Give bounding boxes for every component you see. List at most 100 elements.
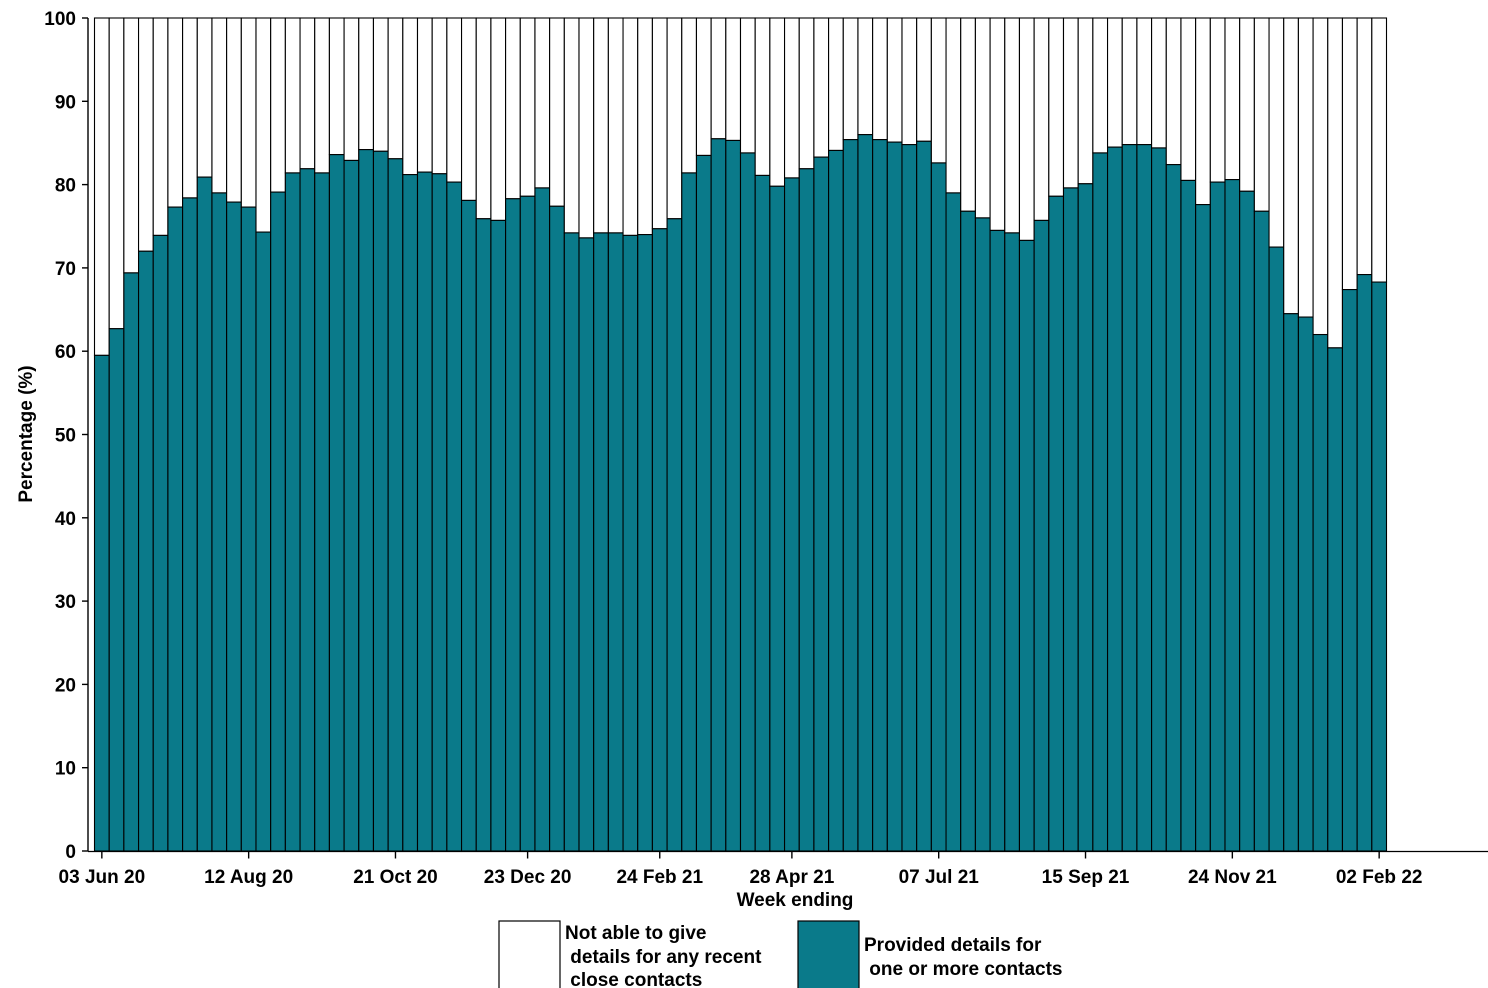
bar-provided	[372, 150, 389, 852]
bar-not-able	[813, 17, 830, 158]
bar-not-able	[974, 17, 991, 219]
bar-provided	[299, 168, 316, 852]
bar-provided	[1018, 239, 1035, 852]
bar-provided	[1180, 179, 1197, 852]
bar-not-able	[358, 17, 375, 151]
y-tick-label: 50	[55, 426, 76, 447]
bar-provided	[1092, 152, 1109, 852]
bar-not-able	[460, 17, 477, 201]
bar-not-able	[783, 17, 800, 179]
bar-provided	[446, 181, 463, 852]
bar-not-able	[416, 17, 433, 173]
x-tick-label: 07 Jul 21	[899, 867, 980, 888]
y-tick-label: 0	[65, 842, 76, 863]
bar-not-able	[1341, 17, 1358, 291]
legend-swatch-provided	[797, 920, 860, 988]
bar-provided	[754, 174, 771, 852]
bar-not-able	[1253, 17, 1270, 212]
bar-provided	[1283, 313, 1299, 852]
bar-not-able	[1356, 17, 1373, 276]
bar-provided	[769, 185, 786, 852]
bar-not-able	[1312, 17, 1329, 336]
bar-provided	[1371, 281, 1388, 852]
bar-provided	[930, 162, 947, 852]
bar-not-able	[989, 17, 1006, 231]
bar-provided	[857, 134, 874, 852]
bar-provided	[1077, 183, 1094, 852]
bar-not-able	[1136, 17, 1153, 146]
bar-provided	[1253, 210, 1270, 852]
legend-label-provided-line2: one or more contacts	[864, 959, 1063, 980]
x-tick-label: 03 Jun 20	[59, 867, 146, 888]
bar-provided	[989, 229, 1006, 852]
legend-swatch-not-able	[498, 920, 561, 988]
bar-not-able	[857, 17, 874, 136]
bar-provided	[593, 232, 609, 852]
bar-not-able	[593, 17, 609, 234]
bar-provided	[167, 206, 184, 852]
bar-not-able	[549, 17, 565, 207]
bar-provided	[563, 232, 580, 852]
bar-not-able	[1371, 17, 1388, 283]
bar-not-able	[1048, 17, 1065, 197]
y-axis: 0 10 20 30 40 50 60 70 80 90 100	[44, 9, 89, 863]
bar-provided	[270, 191, 286, 852]
bar-not-able	[490, 17, 507, 221]
bar-provided	[1327, 347, 1344, 852]
y-tick-label: 70	[55, 259, 76, 280]
bar-provided	[607, 232, 624, 852]
bar-not-able	[1121, 17, 1138, 146]
bar-provided	[1268, 246, 1285, 852]
bar-not-able	[607, 17, 624, 234]
bar-not-able	[901, 17, 918, 146]
legend-label-not-able-line1: Not able to give	[565, 923, 706, 944]
bar-not-able	[196, 17, 213, 178]
bar-provided	[1048, 195, 1065, 852]
y-tick-label: 10	[55, 759, 76, 780]
x-axis: 03 Jun 20 12 Aug 20 21 Oct 20 23 Dec 20 24 F…	[59, 850, 1488, 888]
bar-provided	[945, 192, 962, 852]
bar-provided	[328, 154, 345, 852]
bar-provided	[196, 176, 213, 852]
bar-provided	[1165, 164, 1182, 852]
bar-not-able	[1033, 17, 1050, 221]
y-tick-label: 80	[55, 176, 76, 197]
x-tick-label: 15 Sep 21	[1042, 867, 1130, 888]
x-tick-label: 24 Nov 21	[1188, 867, 1277, 888]
bar-not-able	[739, 17, 756, 154]
bar-provided	[725, 139, 742, 852]
bar-not-able	[872, 17, 888, 141]
legend-label-provided-line1: Provided details for	[864, 935, 1042, 956]
bar-not-able	[754, 17, 771, 176]
bar-provided	[226, 201, 242, 852]
bar-not-able	[328, 17, 345, 156]
bar-not-able	[387, 17, 404, 160]
bar-not-able	[1165, 17, 1182, 166]
y-tick-label: 30	[55, 592, 76, 613]
bar-not-able	[284, 17, 301, 174]
bar-not-able	[505, 17, 521, 200]
bar-not-able	[343, 17, 360, 161]
bar-provided	[1312, 333, 1329, 852]
bar-not-able	[93, 17, 110, 356]
bar-not-able	[622, 17, 639, 236]
bar-not-able	[710, 17, 727, 140]
bar-not-able	[519, 17, 536, 197]
bar-provided	[534, 187, 551, 852]
bar-provided	[519, 195, 536, 852]
bar-not-able	[563, 17, 580, 234]
bar-provided	[1136, 144, 1153, 852]
bar-provided	[695, 154, 712, 852]
legend-label-not-able-line2: details for any recent	[565, 947, 762, 968]
bar-provided	[240, 206, 257, 852]
bar-not-able	[1195, 17, 1211, 206]
bar-provided	[416, 171, 433, 852]
bar-provided	[108, 328, 125, 852]
bar-not-able	[299, 17, 316, 170]
bar-provided	[152, 234, 169, 852]
y-tick-label: 60	[55, 342, 76, 363]
y-tick-label: 100	[44, 9, 76, 30]
bar-provided	[211, 192, 228, 852]
bar-provided	[798, 168, 815, 852]
